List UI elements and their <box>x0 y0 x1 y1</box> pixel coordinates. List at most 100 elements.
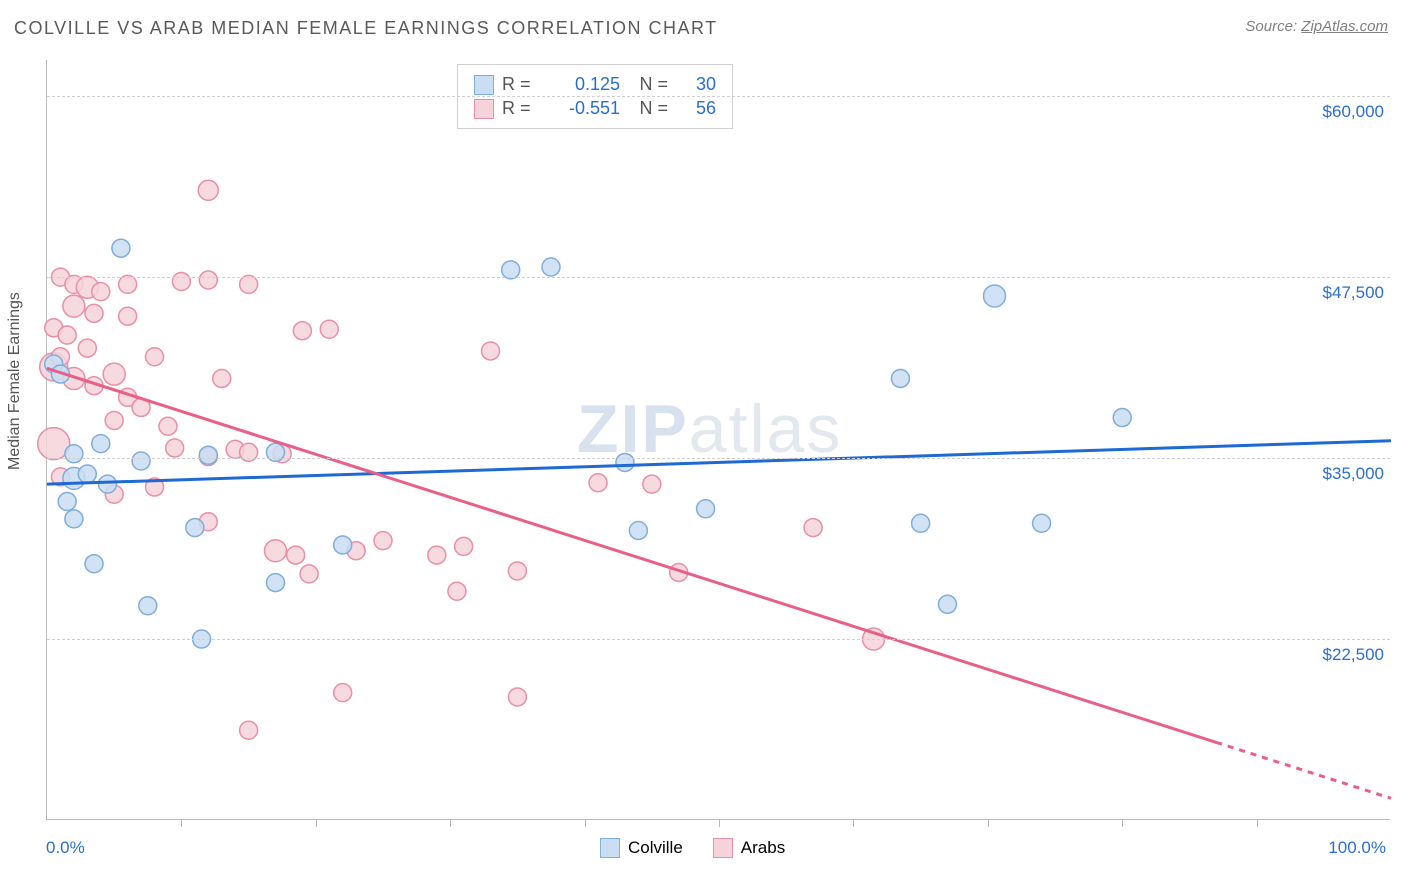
scatter-point <box>213 369 231 387</box>
legend-r-label: R = <box>502 98 542 119</box>
legend-swatch <box>600 838 620 858</box>
scatter-point <box>240 721 258 739</box>
scatter-point <box>984 285 1006 307</box>
legend-n-label: N = <box>628 98 668 119</box>
scatter-point <box>78 465 96 483</box>
x-axis-max-label: 100.0% <box>1328 838 1386 858</box>
source-label: Source: <box>1245 18 1297 35</box>
scatter-point <box>287 546 305 564</box>
y-tick-label: $47,500 <box>1323 283 1384 303</box>
legend-r-label: R = <box>502 74 542 95</box>
legend-correlation-row: R = -0.551 N = 56 <box>474 98 716 119</box>
legend-r-value: -0.551 <box>550 98 620 119</box>
regression-line <box>47 368 1216 742</box>
legend-series-item: Colville <box>600 838 683 858</box>
scatter-point <box>804 519 822 537</box>
x-tick <box>1122 819 1123 827</box>
legend-correlation-row: R = 0.125 N = 30 <box>474 74 716 95</box>
scatter-point <box>697 500 715 518</box>
gridline <box>47 458 1390 459</box>
y-tick-label: $35,000 <box>1323 464 1384 484</box>
x-tick <box>585 819 586 827</box>
scatter-point <box>320 320 338 338</box>
x-tick <box>450 819 451 827</box>
scatter-point <box>293 322 311 340</box>
scatter-point <box>146 348 164 366</box>
scatter-point <box>166 439 184 457</box>
scatter-point <box>85 555 103 573</box>
x-tick <box>853 819 854 827</box>
x-tick <box>181 819 182 827</box>
legend-series-label: Colville <box>628 838 683 858</box>
x-tick <box>316 819 317 827</box>
scatter-point <box>1113 409 1131 427</box>
scatter-point <box>172 272 190 290</box>
y-axis-label: Median Female Earnings <box>6 292 24 470</box>
scatter-point <box>139 597 157 615</box>
scatter-point <box>119 307 137 325</box>
scatter-point <box>85 304 103 322</box>
scatter-point <box>629 521 647 539</box>
scatter-point <box>78 339 96 357</box>
scatter-point <box>264 540 286 562</box>
scatter-point <box>508 562 526 580</box>
scatter-point <box>63 295 85 317</box>
x-tick <box>988 819 989 827</box>
source-name: ZipAtlas.com <box>1301 18 1388 35</box>
scatter-point <box>589 474 607 492</box>
x-axis-min-label: 0.0% <box>46 838 85 858</box>
scatter-point <box>374 532 392 550</box>
gridline <box>47 96 1390 97</box>
scatter-point <box>542 258 560 276</box>
scatter-point <box>58 493 76 511</box>
scatter-point <box>105 411 123 429</box>
scatter-point <box>198 180 218 200</box>
scatter-point <box>300 565 318 583</box>
legend-swatch <box>474 75 494 95</box>
scatter-point <box>334 684 352 702</box>
chart-title: COLVILLE VS ARAB MEDIAN FEMALE EARNINGS … <box>14 18 718 39</box>
scatter-point <box>65 510 83 528</box>
scatter-point <box>616 453 634 471</box>
legend-series: Colville Arabs <box>600 838 785 858</box>
scatter-point <box>92 435 110 453</box>
x-tick <box>719 819 720 827</box>
x-tick <box>1257 819 1258 827</box>
legend-series-item: Arabs <box>713 838 785 858</box>
scatter-point <box>482 342 500 360</box>
scatter-point <box>65 445 83 463</box>
scatter-point <box>112 239 130 257</box>
scatter-point <box>1033 514 1051 532</box>
scatter-point <box>199 446 217 464</box>
y-tick-label: $60,000 <box>1323 102 1384 122</box>
scatter-point <box>448 582 466 600</box>
scatter-point <box>199 271 217 289</box>
scatter-point <box>186 519 204 537</box>
scatter-point <box>159 417 177 435</box>
legend-n-value: 30 <box>676 74 716 95</box>
scatter-point <box>428 546 446 564</box>
legend-n-value: 56 <box>676 98 716 119</box>
scatter-point <box>266 574 284 592</box>
scatter-point <box>643 475 661 493</box>
scatter-point <box>938 595 956 613</box>
scatter-point <box>508 688 526 706</box>
scatter-point <box>891 369 909 387</box>
legend-swatch <box>713 838 733 858</box>
y-tick-label: $22,500 <box>1323 645 1384 665</box>
source-attribution: Source: ZipAtlas.com <box>1245 18 1388 35</box>
scatter-point <box>92 283 110 301</box>
scatter-point <box>455 537 473 555</box>
legend-n-label: N = <box>628 74 668 95</box>
plot-area: ZIPatlas R =0.125N =30R =-0.551N =56 $22… <box>46 60 1390 820</box>
scatter-point <box>334 536 352 554</box>
gridline <box>47 639 1390 640</box>
legend-swatch <box>474 99 494 119</box>
scatter-point <box>98 475 116 493</box>
legend-series-label: Arabs <box>741 838 785 858</box>
legend-r-value: 0.125 <box>550 74 620 95</box>
scatter-point <box>132 452 150 470</box>
gridline <box>47 277 1390 278</box>
scatter-point <box>912 514 930 532</box>
chart-svg <box>47 60 1390 819</box>
